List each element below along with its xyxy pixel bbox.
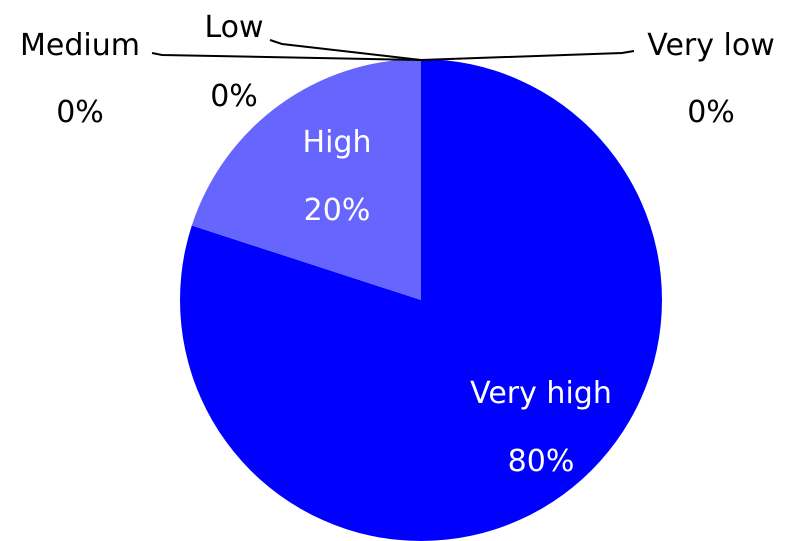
slice-value-low: 0% (210, 79, 258, 114)
slice-label-high: High (303, 125, 372, 160)
slice-label-medium: Medium (20, 28, 140, 63)
slice-value-very-low: 0% (687, 95, 735, 130)
pie-slice-high (191, 59, 421, 300)
slice-value-medium: 0% (56, 95, 104, 130)
pie-slices (180, 58, 663, 541)
slice-label-low: Low (204, 10, 263, 45)
slice-value-very-high: 80% (508, 444, 575, 479)
slice-value-high: 20% (304, 193, 371, 228)
leader-line-very-low (420, 50, 635, 61)
leader-line-medium (151, 52, 422, 61)
pie-slice-very-high (180, 58, 663, 541)
leader-line-low (269, 39, 422, 61)
slice-label-very-high: Very high (470, 376, 612, 411)
slice-label-very-low: Very low (647, 28, 775, 63)
